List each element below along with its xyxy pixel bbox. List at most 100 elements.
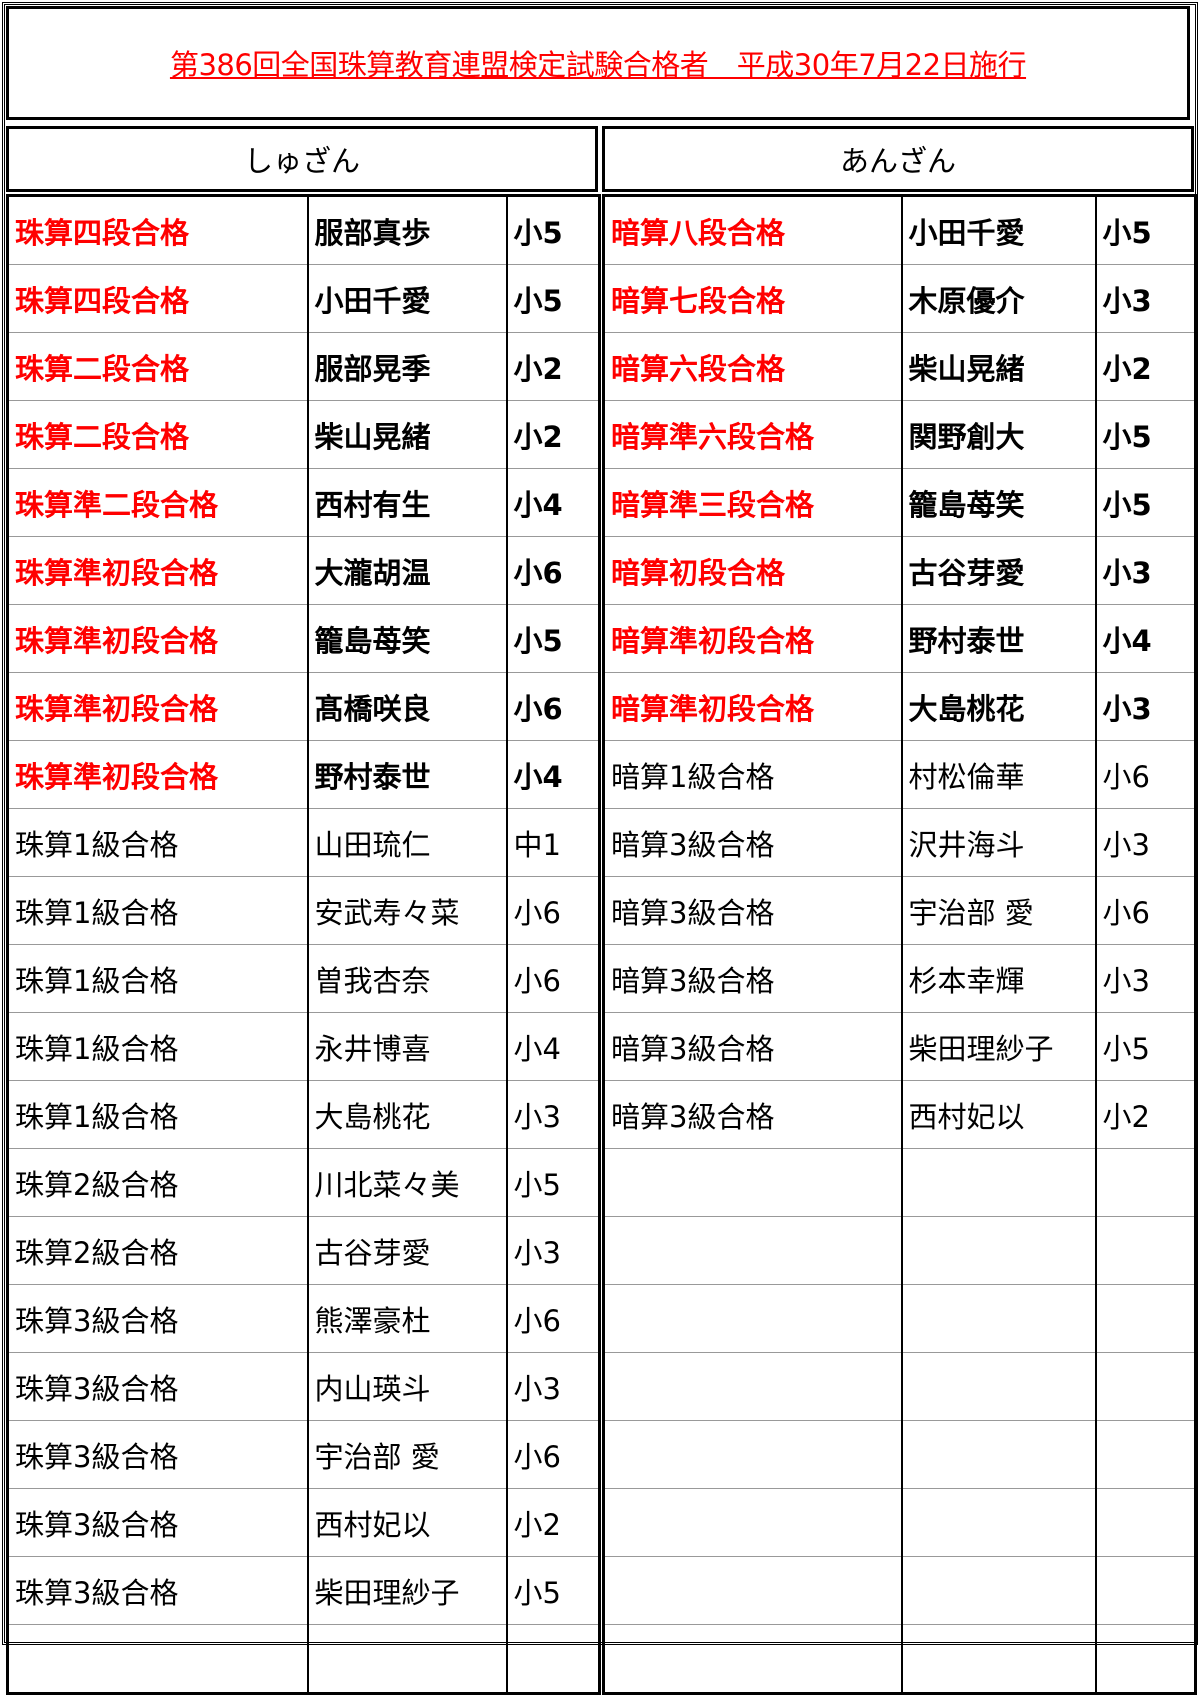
empty-cell (602, 1556, 903, 1625)
grade-cell: 珠算準初段合格 (6, 604, 309, 673)
grade-cell: 珠算準初段合格 (6, 672, 309, 741)
table-row (602, 1420, 1197, 1489)
table-row: 珠算2級合格 川北菜々美 小5 (6, 1148, 601, 1217)
year-cell: 小5 (505, 604, 601, 673)
name-cell: 西村妃以 (306, 1488, 508, 1557)
year-cell: 小5 (505, 264, 601, 333)
grade-cell: 珠算2級合格 (6, 1148, 309, 1217)
name-cell: 柴山晃緒 (900, 332, 1097, 401)
name-cell: 柴田理紗子 (306, 1556, 508, 1625)
empty-cell (1094, 1420, 1197, 1489)
table-row: 珠算3級合格 西村妃以 小2 (6, 1488, 601, 1557)
table-row: 珠算1級合格 曽我杏奈 小6 (6, 944, 601, 1013)
grade-cell: 珠算1級合格 (6, 876, 309, 945)
grade-cell: 暗算3級合格 (602, 808, 903, 877)
year-cell: 小6 (505, 536, 601, 605)
table-row: 暗算準初段合格 大島桃花 小3 (602, 672, 1197, 741)
year-cell: 小5 (505, 1556, 601, 1625)
name-cell: 小田千愛 (306, 264, 508, 333)
year-cell: 小4 (505, 740, 601, 809)
grade-cell: 珠算四段合格 (6, 195, 309, 265)
name-cell: 髙橋咲良 (306, 672, 508, 741)
year-cell: 小3 (1094, 808, 1197, 877)
grade-cell: 暗算3級合格 (602, 876, 903, 945)
grade-cell: 暗算七段合格 (602, 264, 903, 333)
grade-cell: 珠算準初段合格 (6, 740, 309, 809)
empty-cell (602, 1284, 903, 1353)
anzan-table: 暗算八段合格 小田千愛 小5 暗算七段合格 木原優介 小3 暗算六段合格 柴山晃緒 小2 暗算準六… (602, 194, 1197, 1695)
grade-cell: 暗算3級合格 (602, 944, 903, 1013)
name-cell: 永井博喜 (306, 1012, 508, 1081)
empty-cell (1094, 1352, 1197, 1421)
year-cell: 小6 (505, 1420, 601, 1489)
empty-cell (602, 1488, 903, 1557)
table-row (602, 1352, 1197, 1421)
empty-cell (602, 1216, 903, 1285)
year-cell: 小2 (1094, 1080, 1197, 1149)
name-cell: 宇治部 愛 (900, 876, 1097, 945)
empty-cell (1094, 1216, 1197, 1285)
table-row: 暗算1級合格 村松倫華 小6 (602, 740, 1197, 809)
name-cell: 木原優介 (900, 264, 1097, 333)
table-row: 珠算準初段合格 野村泰世 小4 (6, 740, 601, 809)
year-cell: 小6 (1094, 740, 1197, 809)
empty-cell (602, 1420, 903, 1489)
table-row: 暗算初段合格 古谷芽愛 小3 (602, 536, 1197, 605)
name-cell: 宇治部 愛 (306, 1420, 508, 1489)
table-row (6, 1624, 601, 1694)
empty-cell (1094, 1556, 1197, 1625)
name-cell: 柴山晃緒 (306, 400, 508, 469)
table-row: 珠算1級合格 山田琉仁 中1 (6, 808, 601, 877)
name-cell: 服部晃季 (306, 332, 508, 401)
shuzan-header: しゅざん (6, 126, 598, 192)
year-cell: 小5 (505, 195, 601, 265)
name-cell: 小田千愛 (900, 195, 1097, 265)
table-row: 珠算3級合格 宇治部 愛小6 (6, 1420, 601, 1489)
year-cell: 小6 (1094, 876, 1197, 945)
year-cell: 小4 (1094, 604, 1197, 673)
page-title: 第386回全国珠算教育連盟検定試験合格者 平成30年7月22日施行 (169, 48, 1027, 82)
name-cell: 古谷芽愛 (306, 1216, 508, 1285)
table-row: 暗算準初段合格 野村泰世 小4 (602, 604, 1197, 673)
empty-cell (900, 1352, 1097, 1421)
table-row (602, 1556, 1197, 1625)
table-row: 珠算3級合格 柴田理紗子 小5 (6, 1556, 601, 1625)
year-cell: 小6 (505, 944, 601, 1013)
empty-cell (602, 1624, 903, 1694)
grade-cell: 暗算準初段合格 (602, 672, 903, 741)
table-row (602, 1148, 1197, 1217)
name-cell: 野村泰世 (900, 604, 1097, 673)
table-row: 珠算二段合格 柴山晃緒 小2 (6, 400, 601, 469)
name-cell: 服部真歩 (306, 195, 508, 265)
name-cell: 沢井海斗 (900, 808, 1097, 877)
table-row: 珠算二段合格 服部晃季 小2 (6, 332, 601, 401)
name-cell: 大瀧胡温 (306, 536, 508, 605)
name-cell: 野村泰世 (306, 740, 508, 809)
shuzan-table: 珠算四段合格 服部真歩 小5 珠算四段合格 小田千愛 小5 珠算二段合格 服部晃季 小2 珠算二段… (6, 194, 601, 1695)
name-cell: 杉本幸輝 (900, 944, 1097, 1013)
grade-cell: 暗算1級合格 (602, 740, 903, 809)
table-row: 珠算準初段合格 髙橋咲良 小6 (6, 672, 601, 741)
table-row: 暗算七段合格 木原優介 小3 (602, 264, 1197, 333)
empty-cell (505, 1624, 601, 1694)
empty-cell (900, 1284, 1097, 1353)
year-cell: 小2 (505, 400, 601, 469)
year-cell: 小3 (505, 1352, 601, 1421)
table-row: 暗算六段合格 柴山晃緒 小2 (602, 332, 1197, 401)
grade-cell: 珠算準初段合格 (6, 536, 309, 605)
name-cell: 熊澤豪杜 (306, 1284, 508, 1353)
table-row: 珠算1級合格 安武寿々菜 小6 (6, 876, 601, 945)
table-row: 珠算3級合格 内山瑛斗 小3 (6, 1352, 601, 1421)
name-cell: 西村妃以 (900, 1080, 1097, 1149)
anzan-header: あんざん (602, 126, 1194, 192)
empty-cell (1094, 1488, 1197, 1557)
grade-cell: 珠算3級合格 (6, 1420, 309, 1489)
table-row (602, 1216, 1197, 1285)
year-cell: 小6 (505, 1284, 601, 1353)
year-cell: 小6 (505, 876, 601, 945)
year-cell: 小4 (505, 1012, 601, 1081)
grade-cell: 珠算二段合格 (6, 332, 309, 401)
title-box: 第386回全国珠算教育連盟検定試験合格者 平成30年7月22日施行 (6, 6, 1190, 120)
grade-cell: 暗算準三段合格 (602, 468, 903, 537)
year-cell: 小5 (1094, 468, 1197, 537)
